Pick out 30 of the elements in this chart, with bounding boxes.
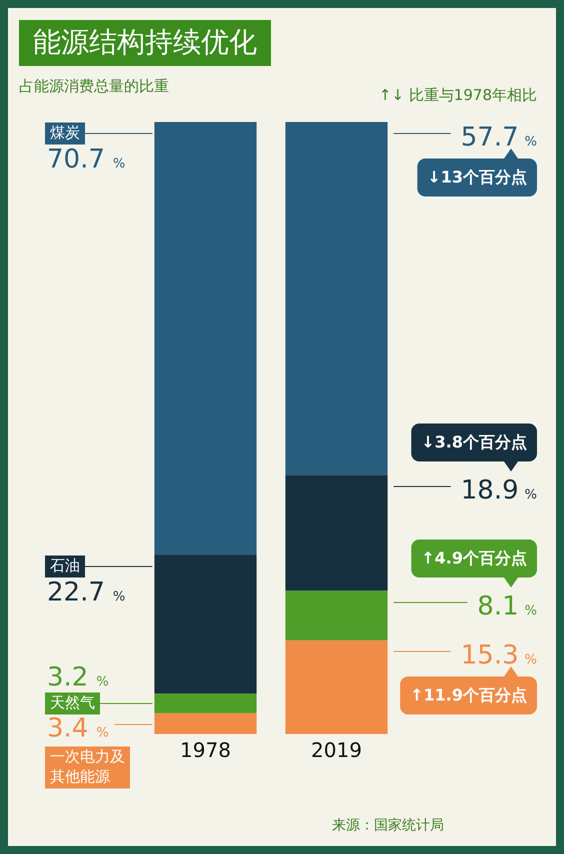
data-label: 3.4 % xyxy=(47,714,109,744)
text: ↓3.8个百分点 xyxy=(421,432,527,452)
text: ↑11.9个百分点 xyxy=(410,686,528,705)
data-label: 3.2 % xyxy=(47,662,109,692)
text: ↓13个百分点 xyxy=(427,168,527,187)
bar xyxy=(154,694,257,714)
data-label: 57.7 % xyxy=(460,122,538,152)
bar xyxy=(285,122,388,476)
bar xyxy=(154,554,257,694)
chart-title: 能源结构持续优化 xyxy=(33,25,257,58)
x-tick-label: 1978 xyxy=(180,738,231,762)
bar xyxy=(154,713,257,734)
bar xyxy=(285,590,388,640)
x-tick-label: 2019 xyxy=(311,738,362,762)
data-label: 18.9 % xyxy=(460,476,538,506)
data-label: 15.3 % xyxy=(460,640,538,670)
text: 石油 xyxy=(50,556,80,574)
bar xyxy=(285,640,388,734)
data-label: 8.1 % xyxy=(477,592,538,622)
bar xyxy=(285,475,388,591)
chart-subtitle: 占能源消费总量的比重 xyxy=(19,76,169,95)
data-label: 22.7 % xyxy=(47,578,126,608)
bar xyxy=(154,122,257,555)
text: ↑4.9个百分点 xyxy=(421,548,527,568)
text: 天然气 xyxy=(50,693,95,712)
text: 煤炭 xyxy=(50,123,80,142)
source-note: 来源：国家统计局 xyxy=(332,818,444,834)
text: 一次电力及其他能源 xyxy=(50,747,125,786)
data-label: 70.7 % xyxy=(47,144,126,174)
text: ↑↓ 比重与1978年相比 xyxy=(378,86,537,104)
